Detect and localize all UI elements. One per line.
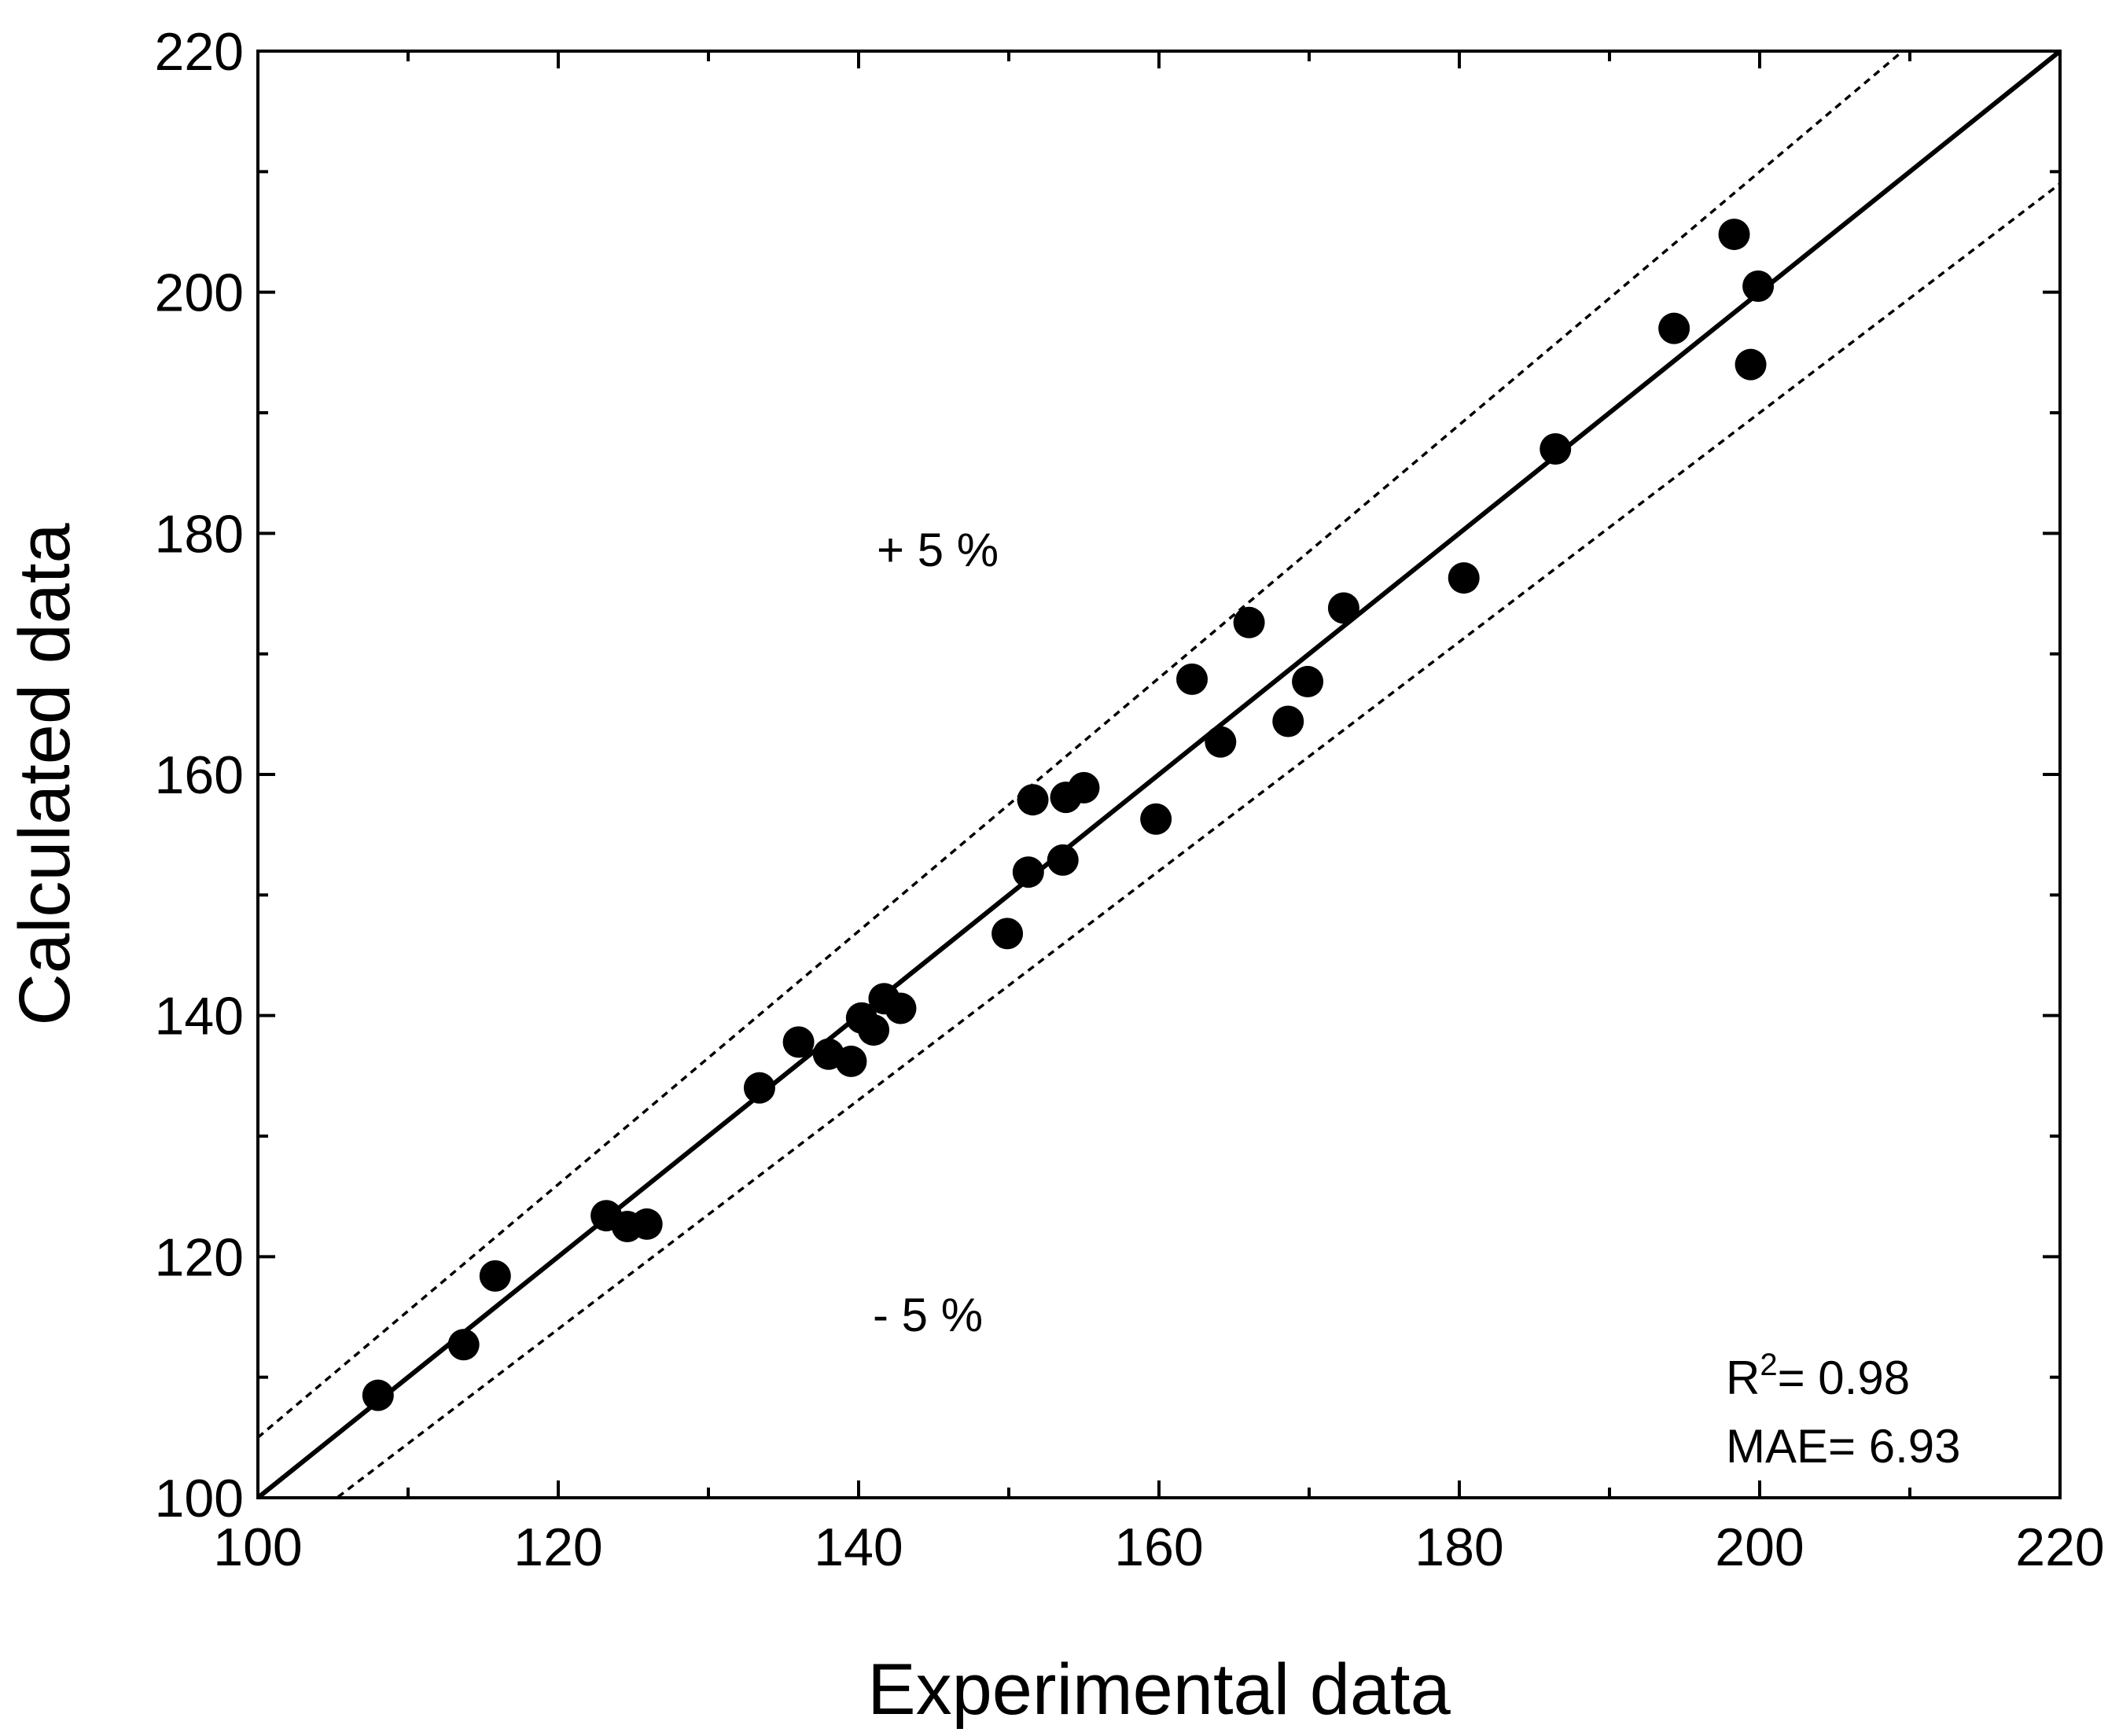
data-point xyxy=(1735,348,1767,381)
data-point xyxy=(1012,856,1044,888)
data-points xyxy=(362,219,1775,1411)
y-tick-label: 160 xyxy=(155,745,244,805)
r-squared-label: R2= 0.98 xyxy=(1726,1348,1910,1404)
plus-5-percent-line xyxy=(258,51,1905,1439)
tick-labels: 100 120 140 160 180 200 220 100 120 140 160 180 200 2… xyxy=(155,22,2105,1577)
data-point xyxy=(1658,312,1690,344)
mae-label: MAE= 6.93 xyxy=(1726,1420,1961,1473)
r-squared-prefix: R xyxy=(1726,1352,1760,1404)
x-tick-label: 140 xyxy=(814,1517,903,1577)
x-tick-label: 220 xyxy=(2015,1517,2104,1577)
x-tick-label: 120 xyxy=(513,1517,602,1577)
data-point xyxy=(1176,663,1208,695)
y-tick-label: 100 xyxy=(155,1469,244,1528)
data-point xyxy=(835,1045,867,1077)
reference-lines xyxy=(258,51,2060,1498)
data-point xyxy=(858,1014,890,1046)
minus-5-percent-line xyxy=(334,182,2060,1498)
data-point xyxy=(1448,562,1480,594)
data-point xyxy=(362,1379,394,1411)
data-point xyxy=(1233,606,1265,638)
y-tick-label: 200 xyxy=(155,263,244,323)
data-point xyxy=(1742,270,1775,302)
data-point xyxy=(1718,219,1750,251)
data-point xyxy=(885,992,917,1024)
y-tick-label: 140 xyxy=(155,987,244,1046)
axis-ticks xyxy=(256,50,2062,1499)
y-tick-label: 180 xyxy=(155,504,244,564)
data-point xyxy=(1205,726,1237,758)
data-point xyxy=(1540,433,1572,465)
data-point xyxy=(1327,592,1359,624)
r-squared-exponent: 2 xyxy=(1760,1348,1777,1382)
minus-5-percent-label: - 5 % xyxy=(873,1289,983,1341)
data-point xyxy=(631,1208,663,1240)
x-tick-label: 200 xyxy=(1715,1517,1804,1577)
data-point xyxy=(743,1072,775,1104)
data-point xyxy=(479,1260,511,1292)
y-axis-title: Calculated data xyxy=(5,523,85,1026)
data-point xyxy=(1272,705,1304,737)
x-tick-label: 180 xyxy=(1415,1517,1503,1577)
data-point xyxy=(782,1026,815,1058)
data-point xyxy=(1292,665,1324,697)
data-point xyxy=(1017,784,1049,816)
x-axis-title: Experimental data xyxy=(867,1650,1451,1730)
identity-line xyxy=(258,51,2060,1498)
y-tick-label: 120 xyxy=(155,1227,244,1287)
r-squared-value: = 0.98 xyxy=(1778,1352,1911,1404)
x-tick-label: 160 xyxy=(1114,1517,1203,1577)
data-point xyxy=(1068,771,1100,804)
y-tick-label: 220 xyxy=(155,22,244,82)
data-point xyxy=(991,918,1024,950)
plus-5-percent-label: + 5 % xyxy=(877,524,999,576)
data-point xyxy=(1140,803,1172,835)
x-tick-label: 100 xyxy=(213,1517,302,1577)
data-point xyxy=(447,1329,480,1361)
data-point xyxy=(1047,844,1079,876)
